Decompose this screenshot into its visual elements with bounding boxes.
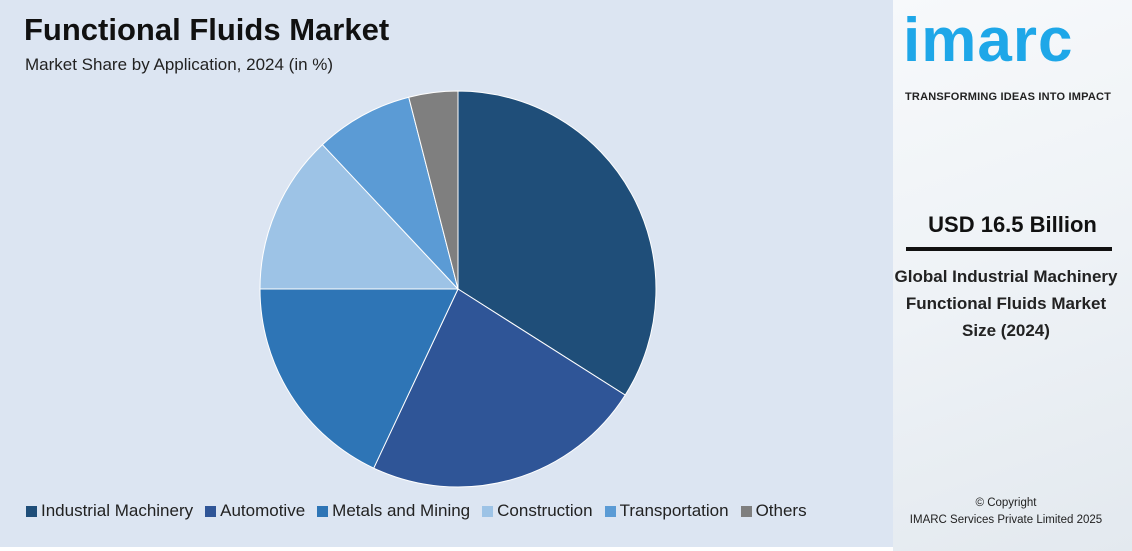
info-panel: imarc TRANSFORMING IDEAS INTO IMPACT USD… bbox=[893, 0, 1132, 551]
pie-slice-transportation bbox=[321, 96, 459, 290]
market-value: USD 16.5 Billion bbox=[928, 212, 1097, 237]
copyright: © Copyright IMARC Services Private Limit… bbox=[893, 495, 1119, 529]
imarc-logo: imarc bbox=[903, 6, 1074, 75]
legend-item: Construction bbox=[482, 501, 593, 521]
legend-label: Others bbox=[755, 501, 807, 520]
market-description: Global Industrial Machinery Functional F… bbox=[894, 267, 1118, 340]
legend-swatch bbox=[317, 505, 329, 517]
company-name: IMARC Services Private Limited 2025 bbox=[909, 514, 1103, 526]
pie-slice-automotive bbox=[373, 288, 626, 488]
legend-swatch bbox=[205, 505, 217, 517]
legend-item: Others bbox=[740, 501, 807, 521]
legend-swatch bbox=[604, 505, 616, 517]
pie-chart bbox=[259, 90, 657, 488]
pie-slice-construction bbox=[259, 143, 460, 290]
legend-label: Industrial Machinery bbox=[41, 501, 194, 520]
legend-label: Metals and Mining bbox=[332, 501, 471, 520]
logo-tagline: TRANSFORMING IDEAS INTO IMPACT bbox=[905, 91, 1112, 103]
legend-swatch bbox=[482, 505, 494, 517]
copyright-label: © Copyright bbox=[975, 497, 1037, 509]
chart-subtitle: Market Share by Application, 2024 (in %) bbox=[25, 55, 334, 74]
legend-item: Industrial Machinery bbox=[26, 501, 193, 521]
legend-swatch bbox=[740, 505, 752, 517]
pie-slice-metals-and-mining bbox=[259, 288, 459, 469]
chart-title: Functional Fluids Market bbox=[24, 12, 390, 47]
legend-item: Metals and Mining bbox=[317, 501, 470, 521]
pie-slice-industrial-machinery bbox=[457, 90, 657, 396]
divider bbox=[906, 247, 1112, 251]
legend-item: Automotive bbox=[205, 501, 305, 521]
legend-label: Construction bbox=[497, 501, 593, 520]
legend: Industrial Machinery Automotive Metals and… bbox=[26, 501, 807, 521]
legend-label: Automotive bbox=[220, 501, 306, 520]
legend-swatch bbox=[26, 505, 37, 517]
legend-item: Transportation bbox=[604, 501, 729, 521]
chart-panel: Functional Fluids Market Market Share by… bbox=[0, 0, 893, 551]
pie-slice-others bbox=[408, 90, 459, 290]
legend-label: Transportation bbox=[619, 501, 729, 520]
